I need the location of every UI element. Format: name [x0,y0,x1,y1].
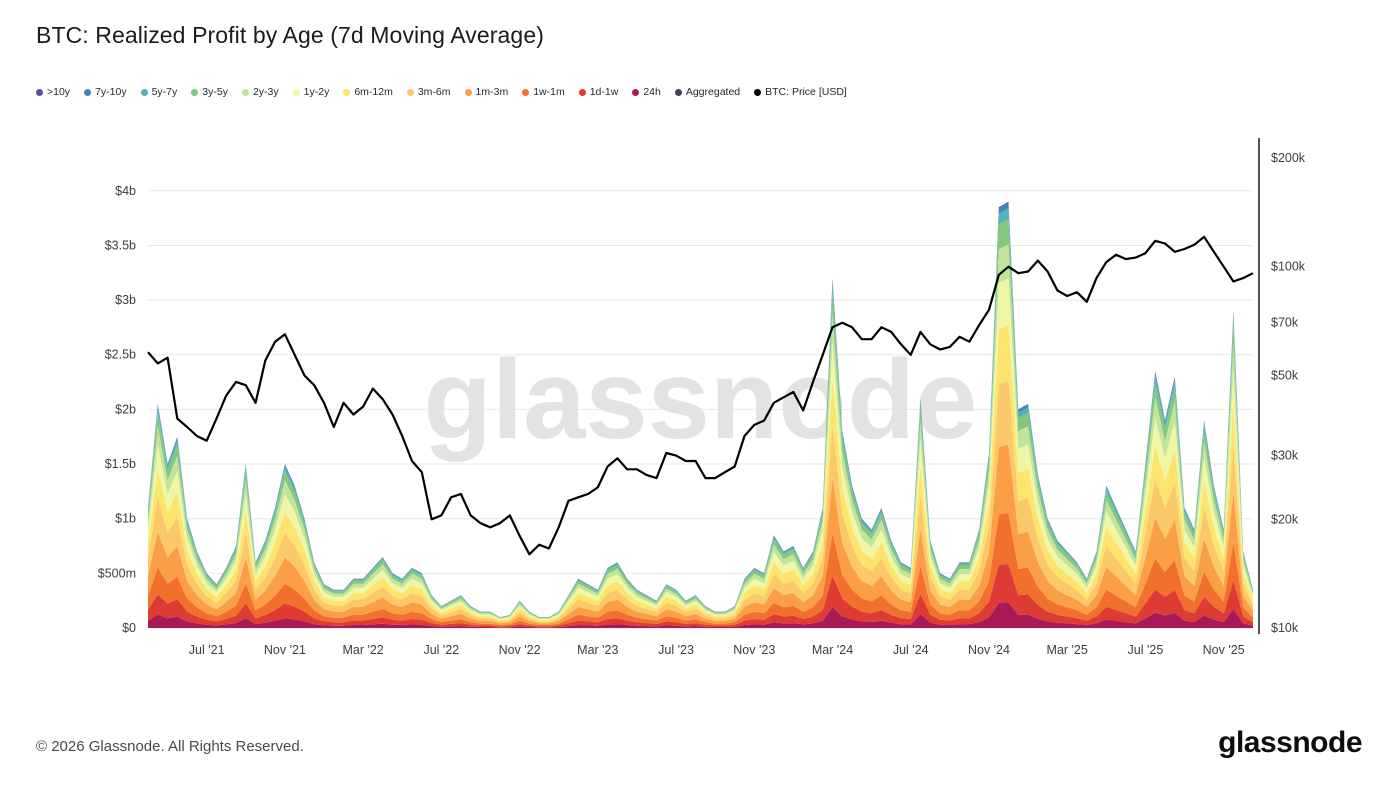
legend-item-7y-10y[interactable]: 7y-10y [84,86,127,98]
legend-dot [84,88,92,96]
legend-label: 3y-5y [202,86,228,98]
legend-label: 2y-3y [252,86,279,98]
legend-dot [191,88,199,96]
y-left-tick-label: $4b [115,184,136,198]
legend-item-1y-2y[interactable]: 1y-2y [292,86,330,98]
legend-dot [406,88,414,96]
legend-item-2y-3y[interactable]: 2y-3y [241,86,279,98]
legend-item-1d-1w[interactable]: 1d-1w [578,86,619,98]
legend-item-6m-12m[interactable]: 6m-12m [343,86,393,98]
legend-label: 1w-1m [533,86,565,98]
legend-item-1m-3m[interactable]: 1m-3m [464,86,509,98]
legend-label: Aggregated [685,86,741,98]
legend-dot [754,88,762,96]
legend-item--10y[interactable]: >10y [36,86,70,98]
legend-dot [632,88,640,96]
y-left-tick-label: $500m [98,566,136,580]
legend-label: 7y-10y [95,86,127,98]
legend-dot [464,88,472,96]
legend-dot [522,88,530,96]
y-left-tick-label: $2.5b [105,348,136,362]
x-tick-label: Mar '22 [342,643,383,657]
y-right-tick-label: $200k [1271,151,1306,165]
y-right-tick-label: $10k [1271,621,1299,635]
y-left-tick-label: $3b [115,293,136,307]
area-band-24h [148,602,1253,628]
x-tick-label: Mar '23 [577,643,618,657]
x-tick-label: Mar '25 [1047,643,1088,657]
area-band-1m-3m [148,444,1253,625]
x-tick-label: Nov '25 [1203,643,1245,657]
y-right-tick-label: $20k [1271,512,1299,526]
area-band-1d-1w [148,564,1253,628]
legend-dot [674,88,682,96]
legend-dot [343,88,351,96]
x-tick-label: Jul '25 [1128,643,1164,657]
x-tick-label: Jul '23 [658,643,694,657]
glassnode-logo: glassnode [1218,726,1362,759]
y-left-tick-label: $0 [122,621,136,635]
y-right-tick-label: $70k [1271,316,1299,330]
legend-dot [241,88,249,96]
legend-label: >10y [47,86,71,98]
y-left-tick-label: $1.5b [105,457,136,471]
copyright-text: © 2026 Glassnode. All Rights Reserved. [36,738,304,755]
legend-item-1w-1m[interactable]: 1w-1m [522,86,565,98]
y-right-tick-label: $30k [1271,449,1299,463]
area-band-1w-1m [148,512,1253,627]
x-tick-label: Jul '22 [423,643,459,657]
legend-item-5y-7y[interactable]: 5y-7y [140,86,178,98]
x-tick-label: Mar '24 [812,643,853,657]
chart-canvas: $0 $500m $1b $1.5b $2b $2.5b $3b $3.5b $4b glassn… [98,138,1306,657]
legend-dot [36,88,43,96]
legend-item-aggregated[interactable]: Aggregated [674,86,741,98]
x-tick-label: Nov '24 [968,643,1010,657]
x-tick-label: Nov '23 [733,643,775,657]
legend-item-3y-5y[interactable]: 3y-5y [191,86,228,98]
legend-label: 1d-1w [589,86,619,98]
legend-item-24h[interactable]: 24h [632,86,661,98]
x-tick-label: Jul '21 [189,643,225,657]
legend-label: BTC: Price [USD] [765,86,847,98]
legend: >10y 7y-10y 5y-7y 3y-5y 2y-3y 1y-2y 6m-12m 3m-6… [36,86,847,98]
x-tick-label: Nov '21 [264,643,306,657]
y-left-tick-label: $1b [115,512,136,526]
legend-label: 6m-12m [354,86,393,98]
legend-dot [292,88,300,96]
y-right-tick-label: $50k [1271,368,1299,382]
legend-dot [140,88,148,96]
legend-label: 24h [643,86,661,98]
x-tick-label: Nov '22 [499,643,541,657]
legend-label: 1m-3m [475,86,509,98]
legend-label: 3m-6m [417,86,451,98]
page-title: BTC: Realized Profit by Age (7d Moving A… [36,22,544,48]
y-left-tick-label: $2b [115,402,136,416]
legend-label: 1y-2y [303,86,330,98]
legend-label: 5y-7y [151,86,178,98]
legend-dot [578,88,586,96]
x-tick-label: Jul '24 [893,643,929,657]
legend-item-btc-price-usd-[interactable]: BTC: Price [USD] [754,86,847,98]
watermark: glassnode [424,337,978,462]
y-left-tick-label: $3.5b [105,238,136,252]
y-right-tick-label: $100k [1271,260,1306,274]
price-line [147,235,1254,556]
legend-item-3m-6m[interactable]: 3m-6m [406,86,451,98]
